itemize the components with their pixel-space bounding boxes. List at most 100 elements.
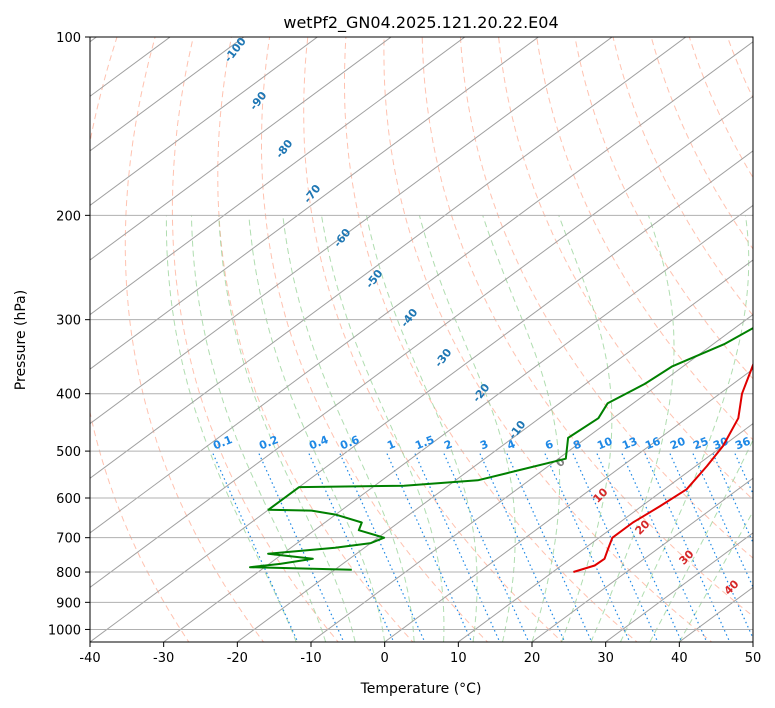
skewed-isotherm xyxy=(90,37,245,152)
moist-adiabat-label: 10 xyxy=(591,485,611,505)
dry-adiabat xyxy=(217,37,414,642)
skewed-isotherm xyxy=(383,368,753,642)
y-axis-label: Pressure (hPa) xyxy=(13,290,29,390)
y-tick-label: 200 xyxy=(56,209,81,224)
moist-adiabat xyxy=(218,215,356,642)
mixing-ratio-line xyxy=(414,453,501,642)
mixing-ratio-line xyxy=(443,453,530,642)
moist-adiabat xyxy=(191,215,327,642)
mixing-ratio-line xyxy=(734,453,753,496)
mixing-ratio-label: 1.5 xyxy=(413,433,436,452)
skewed-isotherm xyxy=(310,313,753,642)
mixing-ratio-label: 36 xyxy=(733,435,752,453)
isotherm-label: -60 xyxy=(331,226,354,250)
mixing-ratio-label: 2 xyxy=(442,438,454,453)
mixing-ratio-label: 25 xyxy=(691,435,710,453)
y-tick-label: 100 xyxy=(56,31,81,46)
mixing-ratio-line xyxy=(479,453,566,642)
mixing-ratio-line xyxy=(669,453,753,640)
background-line-labels: -100-90-80-70-60-50-40-30-20-10 0.1 0.2 0.… xyxy=(211,37,752,598)
mixing-ratio-line xyxy=(644,453,731,642)
mixing-ratio-label: 6 xyxy=(543,437,555,452)
moist-adiabat-label: 40 xyxy=(722,577,742,597)
moist-adiabat xyxy=(165,215,297,642)
dry-adiabat xyxy=(124,37,265,642)
dry-adiabat xyxy=(612,37,753,317)
mixing-ratio-lines xyxy=(212,453,753,642)
mixing-ratio-line xyxy=(596,453,683,642)
mixing-ratio-labels: 0.1 0.2 0.4 0.6 1 1.5 2 3 4 6 8 10 13 16 20 25 30 36 xyxy=(211,433,752,452)
mixing-ratio-label: 16 xyxy=(643,435,662,453)
moist-adiabat xyxy=(418,215,516,642)
mixing-ratio-line xyxy=(308,453,395,642)
dry-adiabat xyxy=(90,37,190,642)
x-tick-label: 0 xyxy=(381,651,389,666)
mixing-ratio-label: 10 xyxy=(595,435,614,453)
skewed-isotherm xyxy=(90,41,753,534)
mixing-ratio-label: 13 xyxy=(620,435,639,453)
y-tick-label: 1000 xyxy=(48,623,81,638)
x-tick-label: -20 xyxy=(227,651,248,666)
mixing-ratio-line xyxy=(339,453,426,642)
mixing-ratio-line xyxy=(544,453,631,642)
x-tick-label: -10 xyxy=(300,651,321,666)
x-axis-ticks: -40 -30 -20 -10 0 10 20 30 40 50 xyxy=(79,642,761,666)
skewed-isotherm xyxy=(90,37,613,425)
skewed-isotherm xyxy=(90,37,319,207)
dry-adiabat xyxy=(459,37,753,559)
dry-adiabats xyxy=(90,24,775,645)
background-lines xyxy=(90,24,775,645)
mixing-ratio-line xyxy=(506,453,593,642)
isotherm-labels: -100-90-80-70-60-50-40-30-20-10 xyxy=(222,37,529,442)
mixing-ratio-label: 8 xyxy=(571,438,583,453)
mixing-ratio-line xyxy=(712,453,753,545)
mixing-ratio-label: 0.4 xyxy=(307,433,330,452)
mixing-ratio-line xyxy=(621,453,708,642)
pressure-gridlines xyxy=(90,37,753,630)
moist-adiabats xyxy=(165,215,753,642)
moist-adiabat xyxy=(678,510,753,642)
mixing-ratio-label: 3 xyxy=(478,438,490,453)
dry-adiabat xyxy=(171,37,339,642)
skewed-isotherm xyxy=(90,150,753,642)
y-tick-label: 700 xyxy=(56,532,81,547)
dewpoint-line xyxy=(249,327,753,571)
y-tick-label: 600 xyxy=(56,492,81,507)
y-tick-label: 400 xyxy=(56,388,81,403)
y-tick-label: 500 xyxy=(56,445,81,460)
x-tick-label: 50 xyxy=(745,651,762,666)
moist-adiabat xyxy=(482,215,561,642)
mixing-ratio-line xyxy=(258,453,345,642)
dry-adiabat xyxy=(344,37,638,642)
profiles xyxy=(249,327,753,573)
dry-adiabat xyxy=(261,37,489,642)
y-axis-ticks: 100 200 300 400 500 600 700 800 900 1000 xyxy=(48,31,90,638)
moist-adiabat xyxy=(649,438,753,642)
x-tick-label: 20 xyxy=(524,651,541,666)
moist-adiabat xyxy=(619,215,750,642)
chart-title: wetPf2_GN04.2025.121.20.22.E04 xyxy=(283,13,558,33)
skewed-isotherm xyxy=(457,423,753,642)
moist-adiabat xyxy=(321,215,445,642)
dry-adiabat xyxy=(761,24,775,645)
x-tick-label: -40 xyxy=(79,651,100,666)
x-tick-label: 30 xyxy=(597,651,614,666)
plot-frame xyxy=(89,36,754,643)
moist-adiabat xyxy=(558,215,613,642)
skewed-isotherm xyxy=(90,37,466,316)
mixing-ratio-label: 1 xyxy=(385,438,397,453)
isotherm-label: -80 xyxy=(273,137,296,161)
mixing-ratio-line xyxy=(386,453,473,642)
isotherm-label: -90 xyxy=(247,89,270,113)
x-axis-label: Temperature (°C) xyxy=(360,681,482,697)
moist-adiabat xyxy=(248,215,386,642)
moist-adiabat xyxy=(282,215,415,642)
skewed-isotherm xyxy=(162,204,753,642)
isotherm-label: -50 xyxy=(363,267,386,291)
moist-adiabat xyxy=(366,215,478,642)
dry-adiabat xyxy=(421,37,753,617)
isotherm-label: -30 xyxy=(432,346,455,370)
mixing-ratio-label: 0.6 xyxy=(338,433,361,452)
